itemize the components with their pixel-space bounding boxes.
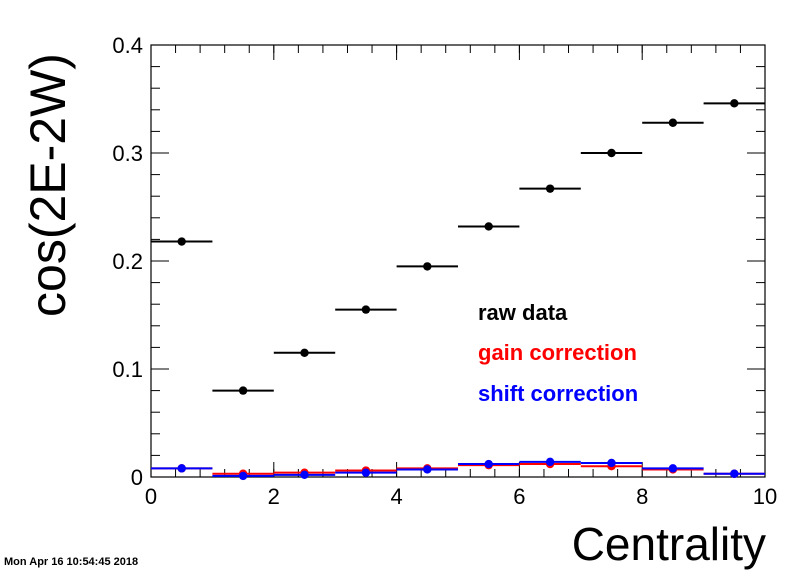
y-tick-label: 0.2 xyxy=(112,249,143,274)
data-point xyxy=(423,262,432,271)
legend-entry: raw data xyxy=(478,300,568,325)
data-point xyxy=(607,148,616,158)
x-axis-label: Centrality xyxy=(572,518,766,570)
data-point xyxy=(730,469,739,478)
axis-ticks: 0 2 4 6 8 10 0 0.1 0.2 0.3 0.4 xyxy=(112,33,777,509)
x-tick-label: 4 xyxy=(390,484,402,509)
data-point xyxy=(545,184,555,193)
data-point xyxy=(730,99,739,108)
x-tick-label: 10 xyxy=(753,484,777,509)
data-point xyxy=(423,465,432,474)
x-tick-label: 6 xyxy=(513,484,525,509)
plot-frame xyxy=(150,44,766,478)
y-tick-label: 0.3 xyxy=(112,141,143,166)
legend: raw data gain correction shift correction xyxy=(478,300,638,406)
data-series xyxy=(151,99,765,481)
data-point xyxy=(668,118,678,127)
series-shift-correction xyxy=(151,457,765,481)
plot-area-border xyxy=(150,44,766,478)
data-point xyxy=(300,470,309,480)
legend-entry: gain correction xyxy=(478,340,637,365)
legend-entry: shift correction xyxy=(478,381,638,406)
y-axis-label: cos(2E-2W) xyxy=(20,53,76,317)
data-point xyxy=(238,386,248,395)
series-raw-data xyxy=(151,99,765,395)
data-point xyxy=(484,459,493,469)
x-tick-label: 8 xyxy=(636,484,648,509)
y-tick-label: 0.1 xyxy=(112,357,143,382)
x-tick-label: 0 xyxy=(145,484,157,509)
y-tick-label: 0.4 xyxy=(112,33,143,58)
data-point xyxy=(484,222,493,231)
data-point xyxy=(668,464,678,473)
data-point xyxy=(238,471,248,481)
data-point xyxy=(177,464,186,473)
data-point xyxy=(361,305,371,314)
data-point xyxy=(607,458,616,468)
y-tick-label: 0 xyxy=(131,465,143,490)
data-point xyxy=(300,348,309,357)
data-point xyxy=(545,457,555,467)
x-tick-label: 2 xyxy=(268,484,280,509)
data-point xyxy=(177,237,186,246)
data-point xyxy=(361,468,371,477)
timestamp: Mon Apr 16 10:54:45 2018 xyxy=(4,556,139,568)
